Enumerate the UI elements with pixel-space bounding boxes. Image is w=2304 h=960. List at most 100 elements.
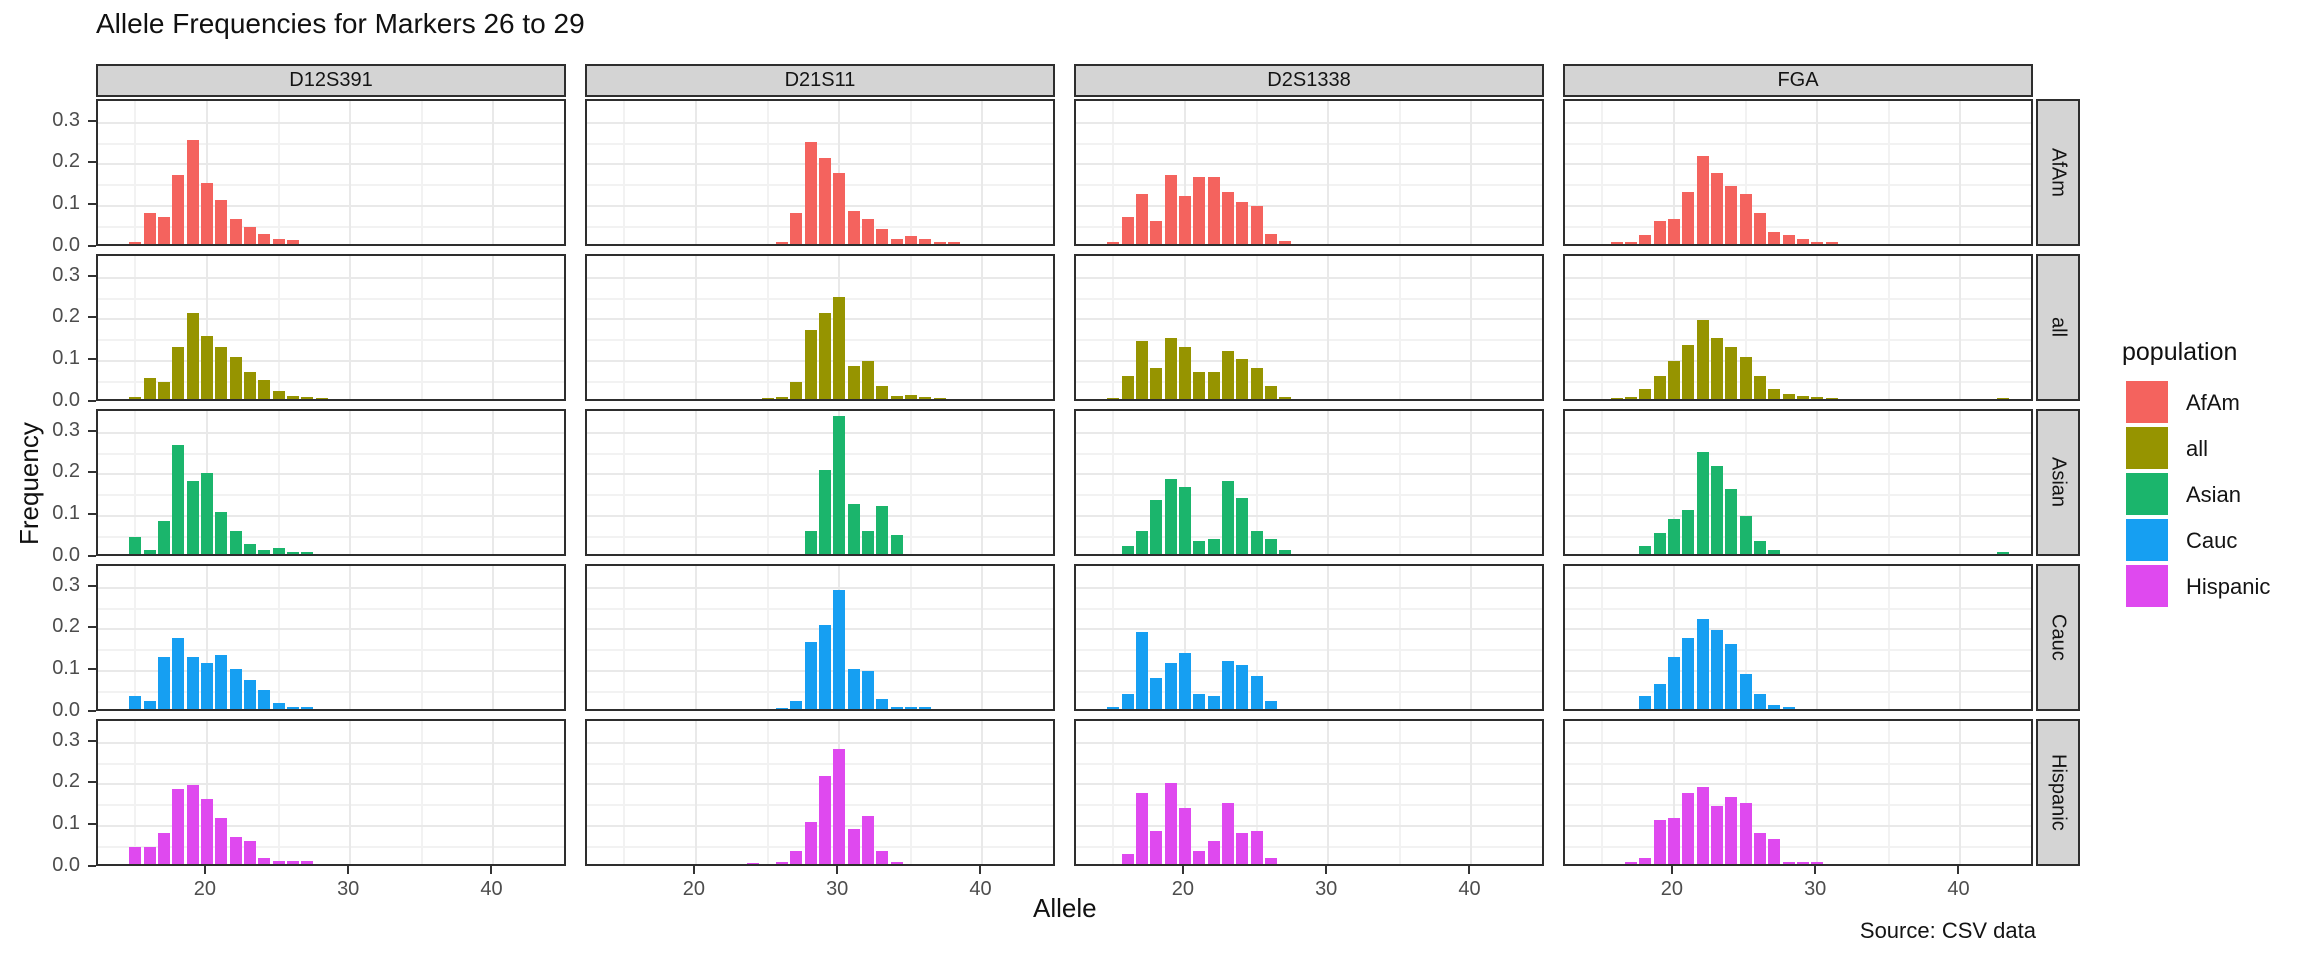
frequency-bar xyxy=(948,242,960,244)
legend-label: AfAm xyxy=(2186,390,2240,415)
gridline-minor-h xyxy=(1565,607,2031,610)
frequency-bar xyxy=(1668,219,1680,244)
frequency-bar xyxy=(776,862,788,864)
gridline-major-h xyxy=(587,276,1053,279)
frequency-bar xyxy=(1654,533,1666,554)
frequency-bar xyxy=(1639,235,1651,244)
gridline-minor-v xyxy=(1112,101,1115,244)
gridline-minor-h xyxy=(98,649,564,652)
gridline-minor-v xyxy=(766,101,769,244)
frequency-bar xyxy=(287,861,299,864)
frequency-bar xyxy=(905,395,917,399)
gridline-minor-v xyxy=(766,256,769,399)
frequency-bar xyxy=(1740,516,1752,554)
frequency-bar xyxy=(862,219,874,244)
frequency-bar xyxy=(172,638,184,709)
frequency-bar xyxy=(1165,175,1177,244)
x-tick-mark xyxy=(1957,866,1960,874)
x-tick-label: 30 xyxy=(1804,878,1827,900)
y-tick-mark xyxy=(88,513,96,516)
gridline-minor-h xyxy=(98,297,564,300)
frequency-bar xyxy=(876,386,888,399)
frequency-bar xyxy=(1611,242,1623,244)
frequency-bar xyxy=(230,219,242,244)
gridline-major-v xyxy=(1959,256,1962,399)
frequency-bar xyxy=(1768,839,1780,864)
gridline-minor-h xyxy=(1076,649,1542,652)
facet-panel xyxy=(585,254,1055,401)
frequency-bar xyxy=(1682,793,1694,864)
gridline-major-v xyxy=(1959,411,1962,554)
frequency-bar xyxy=(1997,552,2009,554)
gridline-minor-h xyxy=(1076,142,1542,145)
facet-panel xyxy=(1563,99,2033,246)
gridline-major-v xyxy=(981,566,984,709)
gridline-major-v xyxy=(1327,101,1330,244)
gridline-major-h xyxy=(98,360,564,363)
legend-label: Cauc xyxy=(2186,528,2238,553)
frequency-bar xyxy=(1150,831,1162,864)
gridline-minor-h xyxy=(1565,762,2031,765)
gridline-major-h xyxy=(98,473,564,476)
y-tick-mark xyxy=(88,865,96,867)
gridline-minor-h xyxy=(98,494,564,497)
frequency-bar xyxy=(1251,531,1263,554)
y-tick-label: 0.1 xyxy=(52,502,80,525)
frequency-bar xyxy=(301,707,313,709)
gridline-minor-h xyxy=(587,607,1053,610)
frequency-bar xyxy=(1797,862,1809,864)
frequency-bar xyxy=(215,200,227,244)
gridline-major-v xyxy=(205,566,208,709)
gridline-major-v xyxy=(349,101,352,244)
y-tick-label: 0.3 xyxy=(52,418,80,441)
y-tick-label: 0.0 xyxy=(52,854,80,876)
y-tick-label: 0.3 xyxy=(52,108,80,131)
gridline-major-v xyxy=(1470,566,1473,709)
gridline-minor-h xyxy=(1565,536,2031,539)
frequency-bar xyxy=(1122,694,1134,709)
y-tick-label: 0.2 xyxy=(52,460,80,483)
frequency-bar xyxy=(1682,510,1694,554)
frequency-bar xyxy=(1251,368,1263,399)
gridline-minor-h xyxy=(1565,649,2031,652)
frequency-bar xyxy=(301,861,313,864)
gridline-major-h xyxy=(587,431,1053,434)
x-tick-mark xyxy=(692,866,695,874)
frequency-bar xyxy=(1265,234,1277,244)
frequency-bar xyxy=(1122,854,1134,864)
gridline-major-v xyxy=(1183,411,1186,554)
gridline-major-h xyxy=(1565,163,2031,166)
y-tick-mark xyxy=(88,823,96,826)
frequency-bar xyxy=(287,396,299,399)
frequency-bar xyxy=(891,396,903,399)
frequency-bar xyxy=(187,481,199,554)
gridline-minor-h xyxy=(98,607,564,610)
facet-panel xyxy=(96,409,566,556)
gridline-minor-v xyxy=(1744,566,1747,709)
facet-panel xyxy=(1074,99,1544,246)
y-tick-mark xyxy=(88,429,96,432)
frequency-bar xyxy=(790,851,802,864)
frequency-bar xyxy=(1754,694,1766,709)
gridline-major-h xyxy=(1076,121,1542,124)
frequency-bar xyxy=(1639,696,1651,709)
frequency-bar xyxy=(805,642,817,709)
facet-panel xyxy=(96,564,566,711)
y-tick-mark xyxy=(88,584,96,587)
gridline-major-h xyxy=(1076,586,1542,589)
gridline-minor-h xyxy=(1565,691,2031,694)
frequency-bar xyxy=(805,142,817,244)
gridline-minor-h xyxy=(1076,494,1542,497)
gridline-major-h xyxy=(98,670,564,673)
frequency-bar xyxy=(1654,820,1666,864)
frequency-bar xyxy=(1711,173,1723,244)
gridline-minor-v xyxy=(134,721,137,864)
frequency-bar xyxy=(144,378,156,399)
frequency-bar xyxy=(876,699,888,709)
gridline-minor-h xyxy=(1076,536,1542,539)
gridline-minor-h xyxy=(587,142,1053,145)
gridline-major-v xyxy=(981,101,984,244)
gridline-minor-v xyxy=(1053,411,1055,556)
gridline-minor-h xyxy=(1565,804,2031,807)
frequency-bar xyxy=(1826,398,1838,399)
